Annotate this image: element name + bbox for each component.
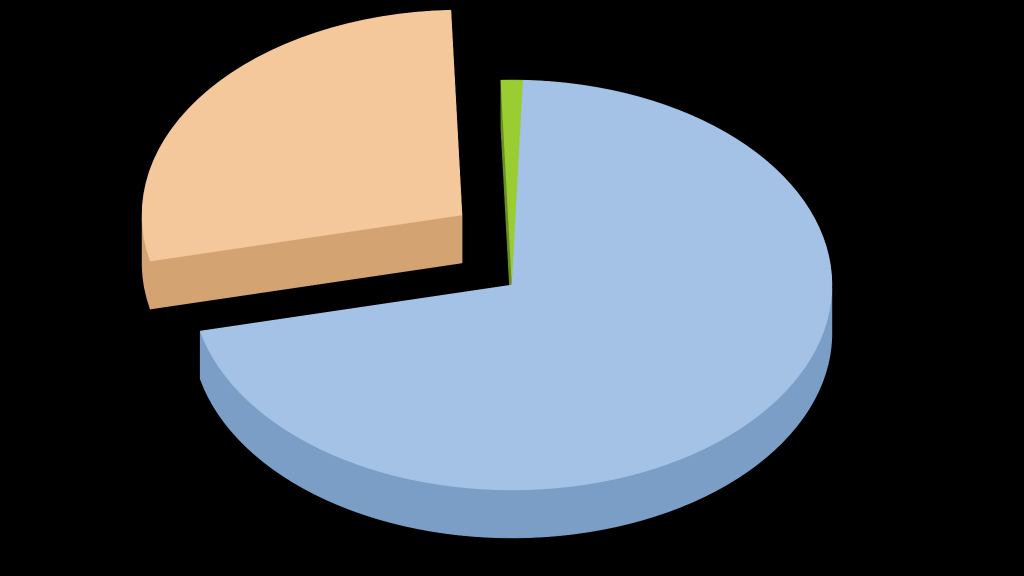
pie-chart-3d [0, 0, 1024, 576]
pie-chart-svg [0, 0, 1024, 576]
